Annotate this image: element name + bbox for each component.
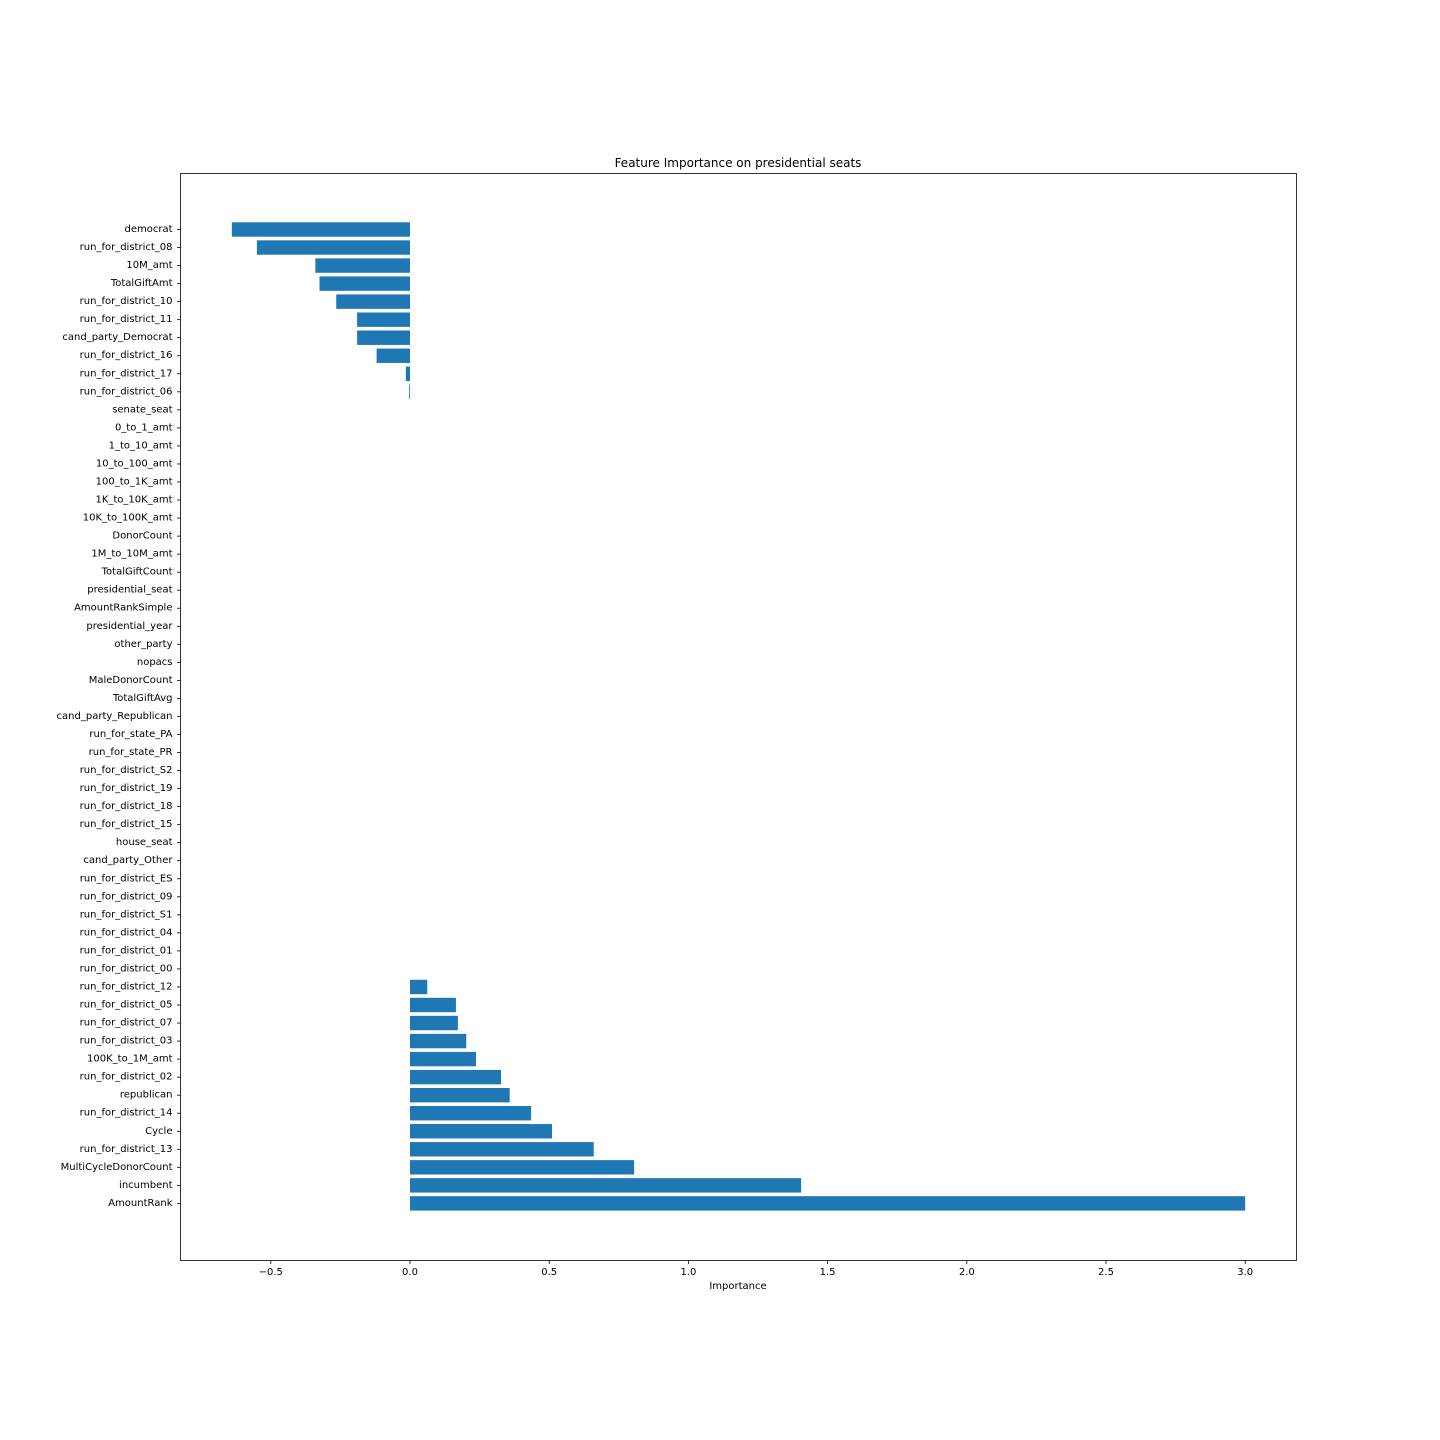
y-tick-label: run_for_district_16 [80, 350, 173, 361]
bar-run_for_district_13 [410, 1142, 594, 1157]
bar-run_for_district_10 [336, 294, 410, 309]
bar-cand_party_Democrat [357, 330, 410, 345]
y-tick-label: other_party [114, 639, 172, 650]
y-tick-label: republican [120, 1090, 173, 1101]
y-tick-label: run_for_district_11 [80, 314, 173, 325]
y-tick-label: run_for_state_PA [89, 729, 172, 740]
x-tick-label: −0.5 [259, 1267, 283, 1278]
y-tick-label: run_for_state_PR [89, 747, 173, 758]
y-tick-label: run_for_district_04 [80, 927, 173, 938]
x-axis-label: Importance [709, 1281, 766, 1292]
y-tick-label: 1K_to_10K_amt [95, 495, 172, 506]
y-tick-label: AmountRank [108, 1198, 172, 1209]
y-tick-label: run_for_district_18 [80, 801, 173, 812]
y-tick-label: 10K_to_100K_amt [83, 513, 173, 524]
y-tick-label: run_for_district_ES [80, 873, 173, 884]
bar-Cycle [410, 1124, 552, 1139]
y-tick-label: TotalGiftAvg [112, 693, 173, 704]
x-tick-label: 2.5 [1098, 1267, 1114, 1278]
bar-run_for_district_03 [410, 1033, 467, 1049]
bar-run_for_district_02 [410, 1069, 502, 1085]
y-tick-label: cand_party_Democrat [62, 332, 172, 343]
bar-MultiCycleDonorCount [410, 1160, 635, 1175]
y-tick-label: 0_to_1_amt [115, 422, 173, 433]
y-axis-ticks: democrat run_for_district_08 10M_amt TotalG… [57, 224, 181, 1209]
y-tick-label: Cycle [145, 1126, 172, 1137]
y-tick-label: run_for_district_07 [80, 1018, 173, 1029]
y-tick-label: nopacs [137, 657, 173, 668]
bar-run_for_district_11 [357, 312, 410, 327]
y-tick-label: house_seat [116, 837, 173, 848]
y-tick-label: 1M_to_10M_amt [91, 549, 172, 560]
y-tick-label: run_for_district_14 [80, 1108, 173, 1119]
y-tick-label: 100_to_1K_amt [96, 476, 173, 487]
y-tick-label: run_for_district_15 [80, 819, 173, 830]
bar-TotalGiftAmt [319, 276, 410, 291]
bar-democrat [231, 222, 410, 237]
y-tick-label: run_for_district_17 [80, 368, 173, 379]
y-tick-label: democrat [124, 224, 172, 235]
bar-run_for_district_17 [405, 366, 410, 381]
y-tick-label: 10M_amt [126, 260, 172, 271]
y-tick-label: cand_party_Other [83, 855, 173, 866]
x-tick-label: 3.0 [1237, 1267, 1253, 1278]
plot-frame [180, 173, 1297, 1261]
y-tick-label: run_for_district_12 [80, 981, 173, 992]
y-tick-label: MultiCycleDonorCount [61, 1162, 173, 1173]
y-tick-label: incumbent [119, 1180, 173, 1191]
bar-run_for_district_07 [410, 1015, 458, 1031]
y-tick-label: run_for_district_08 [80, 242, 173, 253]
bar-incumbent [410, 1178, 802, 1193]
y-tick-label: run_for_district_02 [80, 1072, 173, 1083]
y-tick-label: TotalGiftCount [101, 567, 173, 578]
bar-10M_amt [315, 258, 410, 273]
x-tick-label: 0.5 [541, 1267, 557, 1278]
y-tick-label: run_for_district_01 [80, 945, 173, 956]
bar-republican [410, 1087, 510, 1103]
y-tick-label: run_for_district_10 [80, 296, 173, 307]
bar-run_for_district_08 [256, 240, 410, 255]
y-tick-label: run_for_district_06 [80, 386, 173, 397]
y-tick-label: TotalGiftAmt [110, 278, 173, 289]
y-tick-label: run_for_district_19 [80, 783, 173, 794]
bar-run_for_district_12 [410, 979, 428, 995]
y-tick-label: run_for_district_09 [80, 891, 173, 902]
y-tick-label: run_for_district_05 [80, 1000, 173, 1011]
y-tick-label: run_for_district_13 [80, 1144, 173, 1155]
bar-100K_to_1M_amt [410, 1051, 476, 1067]
x-tick-label: 0.0 [402, 1267, 418, 1278]
y-tick-label: run_for_district_S2 [80, 765, 173, 776]
y-tick-label: cand_party_Republican [57, 711, 173, 722]
bar-run_for_district_14 [410, 1106, 532, 1121]
bar-AmountRank [410, 1196, 1246, 1211]
y-tick-label: senate_seat [112, 404, 172, 415]
y-tick-label: run_for_district_03 [80, 1036, 173, 1047]
bars-group [231, 222, 1246, 1211]
y-tick-label: 1_to_10_amt [109, 440, 173, 451]
x-tick-label: 1.0 [680, 1267, 696, 1278]
x-axis-ticks: −0.5 0.0 0.5 1.0 1.5 2.0 2.5 3.0 [259, 1260, 1253, 1278]
y-tick-label: AmountRankSimple [74, 603, 172, 614]
y-tick-label: MaleDonorCount [89, 675, 173, 686]
y-tick-label: run_for_district_00 [80, 963, 173, 974]
y-tick-label: DonorCount [112, 531, 172, 542]
y-tick-label: 10_to_100_amt [96, 458, 173, 469]
bar-run_for_district_06 [409, 384, 410, 400]
y-tick-label: presidential_seat [87, 585, 172, 596]
y-tick-label: run_for_district_S1 [80, 909, 173, 920]
bar-run_for_district_16 [376, 348, 410, 363]
bar-run_for_district_05 [410, 997, 456, 1013]
y-tick-label: presidential_year [86, 621, 173, 632]
y-tick-label: 100K_to_1M_amt [87, 1054, 173, 1065]
chart-title: Feature Importance on presidential seats [615, 156, 862, 170]
x-tick-label: 2.0 [959, 1267, 975, 1278]
x-tick-label: 1.5 [820, 1267, 836, 1278]
